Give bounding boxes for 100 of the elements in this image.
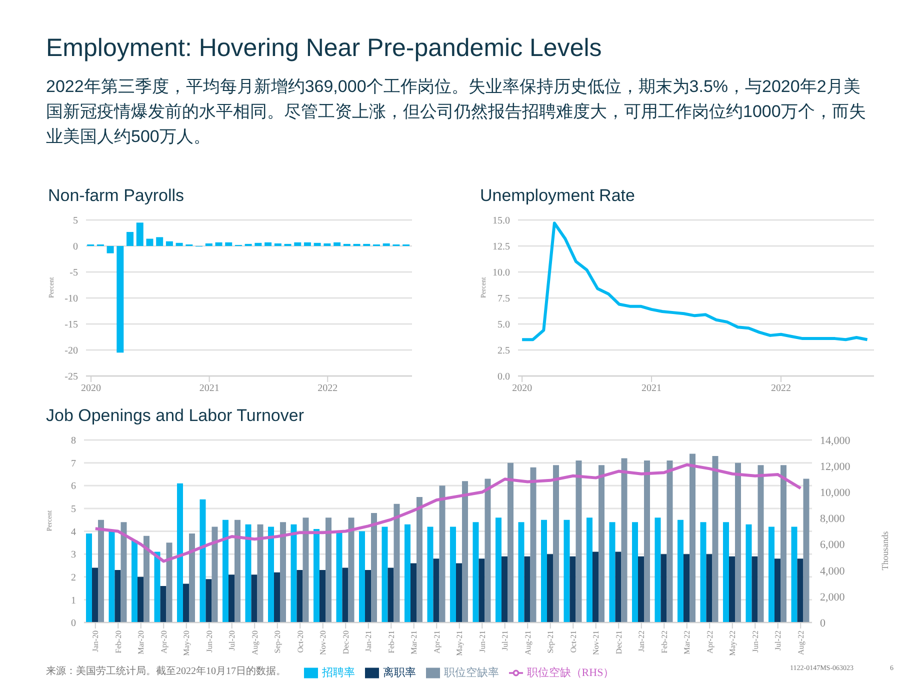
bar bbox=[382, 526, 388, 623]
bar bbox=[326, 518, 332, 623]
bar bbox=[450, 526, 456, 623]
bar bbox=[348, 518, 354, 623]
bar bbox=[570, 556, 576, 623]
bar bbox=[797, 558, 804, 623]
bar bbox=[547, 554, 553, 623]
bar bbox=[660, 554, 667, 623]
bar bbox=[290, 524, 297, 623]
bar bbox=[723, 522, 729, 623]
bar bbox=[382, 243, 390, 246]
y-tick-label: 4 bbox=[71, 526, 76, 538]
x-tick-label: Feb-22 bbox=[660, 630, 669, 654]
legend-label: 职位空缺率 bbox=[444, 666, 499, 679]
bar bbox=[791, 526, 798, 623]
chart-title: Unemployment Rate bbox=[480, 186, 636, 207]
x-tick-label: Aug-22 bbox=[796, 630, 806, 655]
y2-tick-label: 12,000 bbox=[820, 460, 851, 473]
y-tick-label: 2.5 bbox=[498, 346, 510, 357]
x-tick-label: Feb-20 bbox=[114, 630, 123, 654]
x-tick-label: Sep-20 bbox=[273, 630, 282, 654]
bar bbox=[774, 558, 780, 623]
y2-axis-title: Thousands bbox=[880, 530, 890, 570]
bar bbox=[433, 558, 440, 623]
x-tick-label: Jul-22 bbox=[774, 630, 783, 651]
bar bbox=[166, 241, 173, 246]
bar bbox=[654, 518, 661, 623]
bar bbox=[264, 242, 272, 246]
bar bbox=[245, 524, 252, 623]
bar bbox=[638, 556, 644, 623]
bar bbox=[394, 504, 400, 623]
x-tick-label: Apr-22 bbox=[705, 630, 714, 654]
bar bbox=[189, 534, 195, 623]
y-tick-label: 8 bbox=[71, 436, 76, 447]
bar bbox=[138, 576, 144, 623]
bar bbox=[371, 513, 377, 623]
y-tick-label: -20 bbox=[64, 346, 78, 357]
x-tick-label: Oct-21 bbox=[568, 630, 578, 653]
bar bbox=[592, 552, 598, 623]
bar bbox=[586, 518, 592, 623]
y2-tick-label: 4,000 bbox=[820, 565, 846, 578]
bar bbox=[304, 242, 311, 246]
x-tick-label: Sep-21 bbox=[546, 630, 556, 654]
y-tick-label: 0 bbox=[73, 242, 78, 253]
bar bbox=[342, 568, 348, 623]
y2-tick-label: 2,000 bbox=[820, 591, 846, 604]
bar bbox=[98, 520, 104, 623]
bar bbox=[472, 522, 479, 623]
bar bbox=[359, 531, 365, 623]
y-tick-label: 5 bbox=[73, 216, 78, 227]
x-tick-label: 2021 bbox=[642, 383, 662, 394]
bar bbox=[336, 531, 342, 623]
bar bbox=[564, 520, 570, 623]
bar bbox=[126, 232, 134, 246]
source-note: 来源：美国劳工统计局。截至2022年10月17日的数据。 bbox=[46, 664, 286, 678]
bar bbox=[257, 524, 264, 623]
bar bbox=[768, 526, 774, 623]
x-tick-label: Jun-20 bbox=[204, 630, 214, 652]
bar bbox=[177, 483, 183, 623]
bar bbox=[684, 554, 690, 623]
bar bbox=[86, 534, 92, 623]
x-tick-label: Aug-20 bbox=[250, 630, 260, 655]
x-tick-label: Aug-21 bbox=[523, 630, 532, 655]
text: Employment: Hovering Near Pre-pandemic Levels bbox=[46, 34, 602, 63]
bar bbox=[803, 478, 810, 623]
x-tick-label: 2021 bbox=[199, 383, 220, 394]
x-tick-label: 2020 bbox=[512, 383, 532, 394]
y-tick-label: 6 bbox=[71, 481, 76, 492]
chart-title: Job Openings and Labor Turnover bbox=[46, 406, 306, 427]
bar bbox=[541, 520, 547, 623]
y-tick-label: 1 bbox=[71, 595, 76, 606]
bar bbox=[215, 242, 222, 246]
x-tick-label: Jul-20 bbox=[228, 630, 237, 651]
y-tick-label: 10.0 bbox=[492, 268, 510, 279]
bar bbox=[632, 522, 638, 623]
bar bbox=[166, 542, 172, 623]
line-series bbox=[520, 222, 869, 342]
x-tick-label: Nov-21 bbox=[592, 630, 601, 655]
bar bbox=[729, 556, 735, 623]
chart-title: Non-farm Payrolls bbox=[48, 186, 186, 207]
y2-tick-label: 0 bbox=[820, 617, 826, 630]
y-tick-label: 15.0 bbox=[492, 216, 510, 227]
bar bbox=[700, 522, 706, 623]
bar bbox=[478, 558, 485, 623]
bar bbox=[146, 238, 154, 246]
bar bbox=[268, 526, 274, 623]
bar bbox=[116, 246, 124, 353]
bar bbox=[388, 568, 394, 623]
x-tick-label: Mar-22 bbox=[682, 630, 692, 654]
bar bbox=[156, 237, 164, 246]
bar bbox=[518, 522, 524, 623]
bar bbox=[752, 556, 758, 623]
text: 2022年第三季度，平均每月新增约369,000个工作岗位。失业率保持历史低位，期末为3.5%，与2020年2月美国新冠疫情爆发前的水平相同。尽管工资上涨，但公司仍然报告招聘难度大，可用工作岗位约1000万个，而失业美国人约500万人。 bbox=[46, 76, 866, 148]
x-tick-label: Dec-21 bbox=[614, 630, 624, 654]
x-tick-label: Mar-20 bbox=[136, 630, 146, 654]
bar bbox=[735, 462, 741, 623]
bar bbox=[598, 465, 604, 623]
bar bbox=[92, 568, 98, 623]
bar bbox=[690, 454, 696, 623]
y-tick-label: -10 bbox=[64, 294, 78, 305]
